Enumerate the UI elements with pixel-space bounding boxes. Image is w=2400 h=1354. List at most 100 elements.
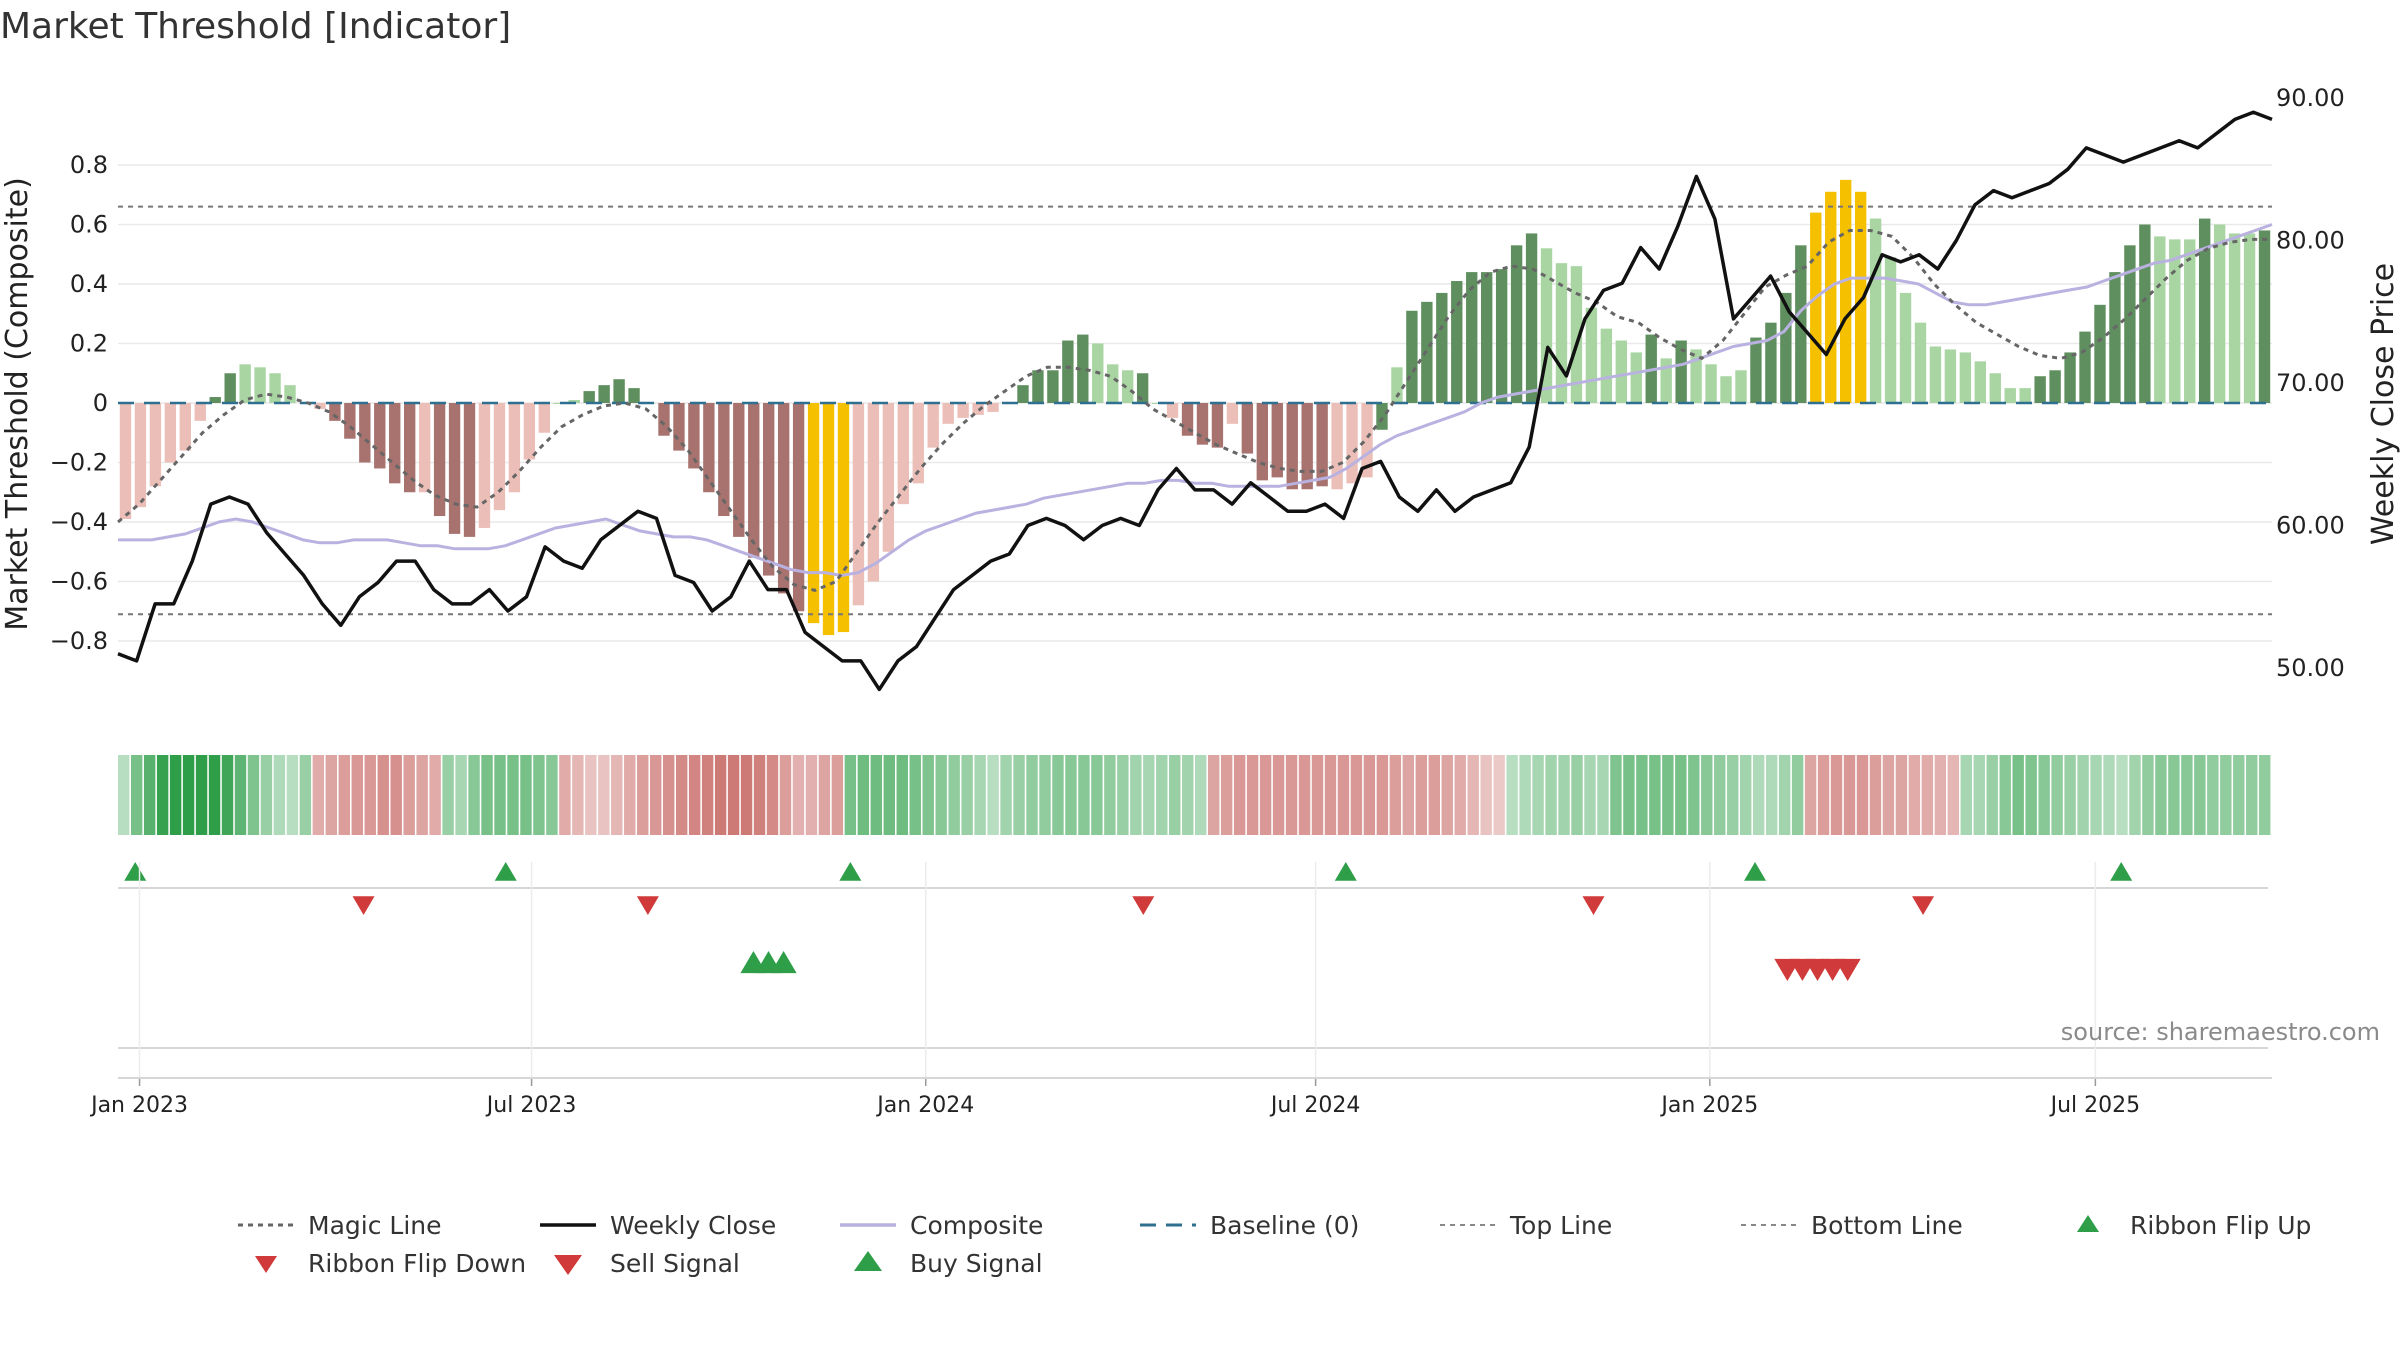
ribbon-cell — [1675, 755, 1687, 835]
y-tick-label: −0.6 — [50, 568, 108, 596]
ribbon-cell — [1765, 755, 1778, 835]
ribbon-cell — [1778, 755, 1791, 835]
composite-bar — [179, 403, 191, 451]
ribbon-cell — [2077, 755, 2089, 835]
composite-bar — [329, 403, 341, 421]
composite-bar — [673, 403, 685, 451]
composite-bar — [1017, 385, 1029, 403]
legend-item-composite: Composite — [840, 1211, 1043, 1240]
ribbon-cell — [1402, 755, 1415, 835]
ribbon-cell — [156, 755, 169, 835]
y-tick-label: −0.2 — [50, 449, 108, 477]
composite-bar — [1436, 292, 1448, 403]
composite-bar — [1286, 403, 1298, 490]
ribbon-cell — [1908, 755, 1921, 835]
ribbon-cell — [1272, 755, 1285, 835]
composite-bar — [777, 403, 790, 594]
composite-bar — [1929, 346, 1942, 403]
ribbon-cell — [130, 755, 143, 835]
composite-bar — [2169, 239, 2181, 403]
x-tick-label: Jul 2024 — [1269, 1093, 1361, 1118]
ribbon-flip-down-marker — [1912, 896, 1935, 915]
composite-bar — [344, 403, 356, 439]
source-credit: source: sharemaestro.com — [2061, 1018, 2380, 1046]
ribbon-cell — [390, 755, 402, 835]
ribbon-cell — [922, 755, 934, 835]
composite-bar — [1256, 403, 1268, 481]
x-tick-label: Jan 2023 — [89, 1093, 188, 1118]
ribbon-cell — [1441, 755, 1453, 835]
composite-bar — [1136, 373, 1149, 403]
ribbon-cell — [1246, 755, 1259, 835]
y2-tick-label: 70.00 — [2276, 369, 2345, 397]
ribbon-cell — [429, 755, 441, 835]
composite-bar — [2184, 239, 2196, 403]
ribbon-cell — [143, 755, 156, 835]
composite-bar — [553, 403, 565, 404]
ribbon-cell — [234, 755, 247, 835]
composite-bar — [1840, 179, 1852, 403]
ribbon-cell — [714, 755, 727, 835]
composite-bar — [763, 403, 775, 576]
ribbon-cell — [572, 755, 584, 835]
composite-bar — [1466, 272, 1478, 403]
ribbon-cell — [585, 755, 597, 835]
composite-bar — [1196, 403, 1209, 445]
composite-bar — [1944, 349, 1957, 403]
ribbon-cell — [1428, 755, 1440, 835]
composite-bar — [1376, 403, 1388, 430]
ribbon-cell — [325, 755, 338, 835]
composite-bar — [1615, 340, 1627, 403]
composite-bar — [613, 379, 625, 403]
weekly-close-line — [117, 110, 2273, 692]
ribbon-cell — [1415, 755, 1428, 835]
ribbon-flip-up-marker — [1334, 862, 1357, 881]
composite-bar — [1301, 403, 1313, 490]
ribbon-flip-down-marker — [636, 896, 659, 915]
legend-label: Ribbon Flip Down — [308, 1249, 526, 1278]
ribbon-cell — [1636, 755, 1648, 835]
ribbon-cell — [598, 755, 610, 835]
ribbon-cell — [1052, 755, 1064, 835]
composite-bar — [2064, 352, 2076, 403]
composite-bar — [598, 385, 610, 403]
composite-bar — [164, 403, 177, 463]
ribbon-cell — [779, 755, 792, 835]
ribbon-cell — [2090, 755, 2102, 835]
composite-bar — [194, 403, 206, 421]
ribbon-cell — [1156, 755, 1168, 835]
composite-bar — [1720, 376, 1732, 403]
x-tick-label: Jan 2025 — [1659, 1093, 1758, 1118]
ribbon-cell — [1026, 755, 1038, 835]
ribbon-cell — [987, 755, 999, 835]
ribbon-cell — [961, 755, 973, 835]
legend: Magic Line Weekly Close Composite Baseline … — [238, 1211, 2311, 1278]
ribbon-flip-down-marker — [1582, 896, 1605, 915]
composite-bar — [748, 403, 760, 558]
y-axis-label: Market Threshold (Composite) — [0, 177, 35, 631]
ribbon-cell — [455, 755, 467, 835]
ribbon-cell — [766, 755, 779, 835]
ribbon-cell — [1130, 755, 1142, 835]
buy-signal-marker — [770, 951, 797, 974]
ribbon-cell — [611, 755, 623, 835]
ribbon-cell — [1195, 755, 1207, 835]
legend-label: Top Line — [1509, 1211, 1612, 1240]
ribbon-cell — [2103, 755, 2115, 835]
composite-bar — [1525, 233, 1538, 403]
ribbon-cell — [1701, 755, 1713, 835]
composite-bar — [404, 403, 416, 493]
legend-item-flipdown: Ribbon Flip Down — [255, 1249, 526, 1278]
ribbon-cell — [208, 755, 221, 835]
composite-bar — [1077, 334, 1089, 403]
y2-tick-label: 90.00 — [2276, 84, 2345, 112]
ribbon-cell — [1117, 755, 1129, 835]
y2-tick-label: 60.00 — [2276, 512, 2345, 540]
composite-bar — [448, 403, 461, 534]
ribbon-cell — [1584, 755, 1596, 835]
composite-bar — [209, 397, 221, 403]
ribbon-cell — [1856, 755, 1869, 835]
composite-bar — [2243, 233, 2256, 403]
y-tick-label: −0.8 — [50, 627, 108, 655]
ribbon-cell — [364, 755, 376, 835]
